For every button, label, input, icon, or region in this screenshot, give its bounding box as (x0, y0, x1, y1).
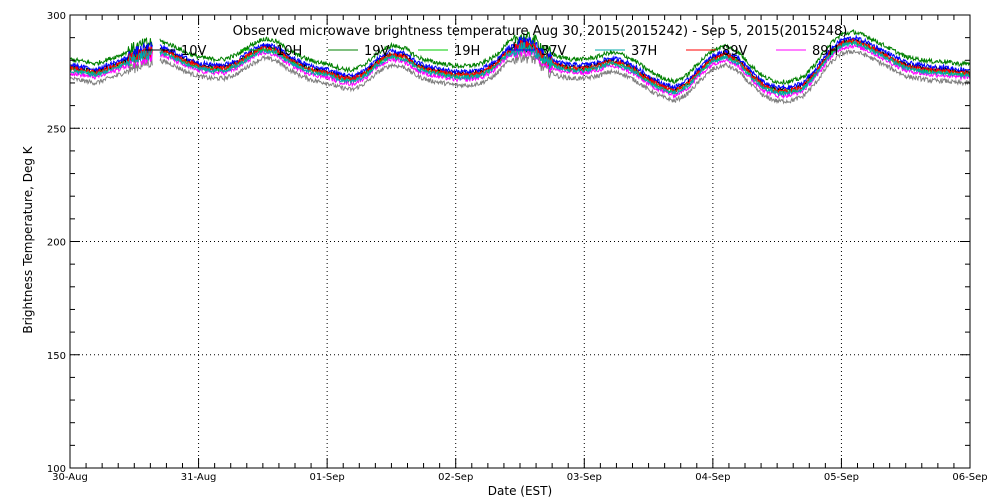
legend-label-89h: 89H (812, 44, 838, 59)
legend-label-19v: 19V (364, 44, 390, 59)
legend-label-89v: 89V (722, 44, 748, 59)
ticks-layer: 100 150 200 250 300 30-Aug 31-Aug 01-Sep 02-Sep 0… (47, 11, 988, 483)
legend-label-10v: 10V (181, 44, 207, 59)
y-tick-label: 200 (47, 238, 66, 249)
y-tick-label: 250 (47, 124, 66, 135)
series-layer (69, 28, 971, 105)
legend-label-37v: 37V (541, 44, 567, 59)
legend-label-37h: 37H (631, 44, 657, 59)
y-tick-label: 300 (47, 11, 66, 22)
y-tick-label: 100 (47, 464, 66, 475)
x-tick-label: 04-Sep (695, 472, 730, 483)
chart-title: Observed microwave brightness temperatur… (233, 24, 848, 39)
x-axis-label: Date (EST) (488, 484, 552, 498)
y-axis-label: Brightness Temperature, Deg K (21, 145, 35, 333)
x-tick-label: 01-Sep (310, 472, 345, 483)
legend-label-19h: 19H (454, 44, 480, 59)
x-tick-label: 02-Sep (438, 472, 473, 483)
y-tick-label: 150 (47, 351, 66, 362)
x-tick-label: 03-Sep (567, 472, 602, 483)
legend-layer: 10V 10H 19V 19H 37V 37H 89V 89H (145, 44, 838, 59)
series-line-10h (69, 49, 971, 105)
legend-label-10h: 10H (276, 44, 302, 59)
x-tick-label: 31-Aug (181, 472, 217, 483)
x-tick-label: 05-Sep (824, 472, 859, 483)
x-tick-label: 30-Aug (52, 472, 88, 483)
grid-layer (70, 15, 970, 468)
series-line-89h (69, 40, 971, 97)
x-tick-label: 06-Sep (952, 472, 987, 483)
